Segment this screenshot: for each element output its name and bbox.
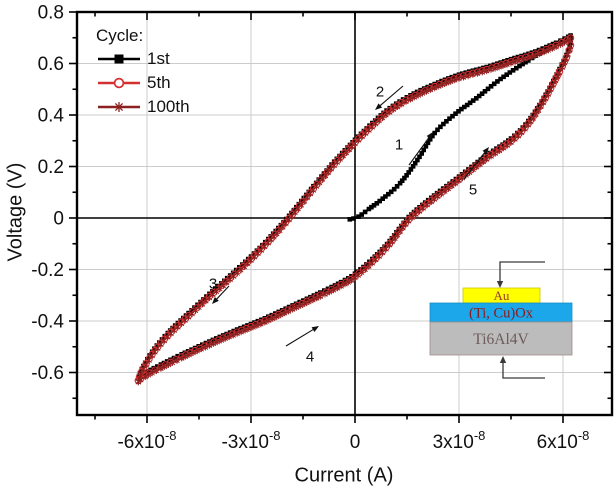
y-tick-label: 0 bbox=[53, 209, 64, 230]
y-tick-label: 0.6 bbox=[38, 54, 64, 75]
y-axis-label: Voltage (V) bbox=[4, 162, 27, 262]
x-tick-label: -3x10-8 bbox=[221, 428, 280, 453]
legend-item-1st: 1st bbox=[96, 47, 190, 71]
curve-markers-100th-upper bbox=[135, 36, 574, 386]
x-tick-label: 0 bbox=[350, 432, 361, 453]
x-axis-label: Current (A) bbox=[294, 464, 394, 487]
y-tick-label: -0.4 bbox=[31, 312, 64, 333]
x-tick-label: 6x10-8 bbox=[537, 428, 590, 453]
inset-label-substrate: Ti6Al4V bbox=[473, 331, 529, 348]
x-tick-label: -6x10-8 bbox=[117, 428, 176, 453]
zero-axes bbox=[77, 12, 612, 415]
legend-marker-asterisk-icon bbox=[98, 102, 140, 112]
y-tick-label: -0.2 bbox=[31, 260, 64, 281]
legend-marker-open-circle-icon bbox=[98, 77, 140, 89]
annotation-branch-2: 2 bbox=[375, 83, 385, 101]
y-tick-label: 0.8 bbox=[38, 3, 64, 24]
annotation-branch-4: 4 bbox=[305, 348, 315, 366]
inset-label-au: Au bbox=[494, 288, 510, 303]
legend-title: Cycle: bbox=[96, 26, 144, 45]
inset-electrode-wire-top bbox=[499, 261, 545, 282]
legend-item-label: 100th bbox=[147, 97, 190, 116]
axis-ticks bbox=[69, 11, 612, 423]
y-tick-label: 0.2 bbox=[38, 157, 64, 178]
plot-frame bbox=[75, 10, 614, 417]
legend-item-label: 1st bbox=[147, 49, 170, 68]
annotation-arrows bbox=[212, 85, 489, 347]
legend-item-5th: 5th bbox=[96, 71, 190, 95]
annotation-branch-5: 5 bbox=[468, 181, 478, 199]
inset-layer-substrate bbox=[429, 321, 573, 356]
legend: Cycle: 1st 5th 100th bbox=[96, 26, 190, 119]
x-tick-label: 3x10-8 bbox=[433, 428, 486, 453]
inset-electrode-wire-bottom bbox=[502, 362, 545, 379]
inset-label-oxide: (Ti, Cu)Ox bbox=[469, 306, 534, 322]
device-inset: Au (Ti, Cu)Ox Ti6Al4V bbox=[429, 261, 573, 379]
y-tick-label: -0.6 bbox=[31, 363, 64, 384]
curve-line-1st-virgin bbox=[349, 36, 572, 221]
annotation-branch-3: 3 bbox=[208, 275, 218, 293]
legend-marker-square-icon bbox=[98, 54, 140, 64]
legend-item-label: 5th bbox=[147, 73, 171, 92]
series-100th bbox=[135, 36, 574, 386]
annotation-branch-1: 1 bbox=[394, 136, 404, 154]
curve-markers-100th-lower bbox=[135, 43, 574, 386]
legend-item-100th: 100th bbox=[96, 95, 190, 119]
y-tick-label: 0.4 bbox=[38, 106, 65, 127]
